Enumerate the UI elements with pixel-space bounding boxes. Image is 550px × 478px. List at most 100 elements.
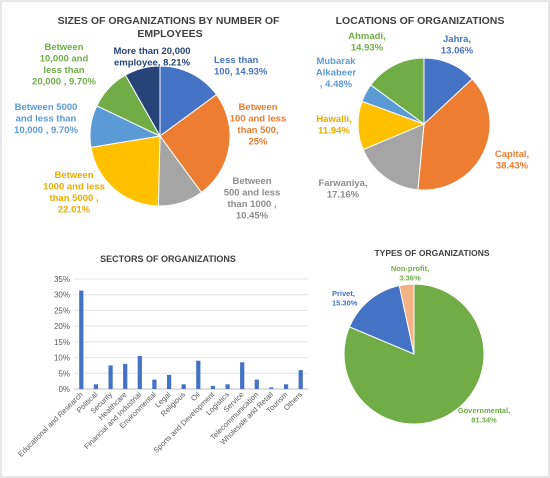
size-slice-label-line: 10,000 , 9.70% <box>14 125 78 136</box>
size-slice-label-line: Between 5000 <box>15 102 78 113</box>
location-slice-1 <box>417 78 491 191</box>
size-slice-0 <box>159 65 218 137</box>
location-slice-label-line: Farwaniya, <box>318 178 367 189</box>
sector-bar-10 <box>225 384 230 389</box>
size-slice-label-line: than 500, <box>237 125 278 136</box>
size-slice-label-line: Between <box>232 176 271 187</box>
location-slice-label-0: Jahra, 13.06% <box>441 34 474 57</box>
size-chart-title: SIZES OF ORGANIZATIONS BY NUMBER OF EMPL… <box>58 15 283 40</box>
size-slice-label-6: More than 20,000 employee, 8.21% <box>113 46 190 69</box>
size-slice-label-line: and less than <box>16 114 77 125</box>
size-slice-label-line: 100 and less <box>230 114 287 125</box>
size-slice-label-line: than 1000 , <box>227 199 276 210</box>
location-slice-label-line: Mubarak <box>316 56 356 67</box>
size-slice-label-line: Between <box>238 102 277 113</box>
location-slice-label-line: Alkabeer <box>316 68 356 79</box>
size-slice-6 <box>124 65 161 138</box>
size-slice-label-4: Between 5000 and less than 10,000 , 9.70% <box>14 102 78 136</box>
size-slice-label-line: 22.01% <box>58 205 91 216</box>
size-slice-label-line: 500 and less <box>224 188 281 199</box>
type-chart-title: TYPES OF ORGANIZATIONS <box>374 248 489 258</box>
location-chart-title-line: LOCATIONS OF ORGANIZATIONS <box>336 15 505 27</box>
sector-bar-6 <box>167 374 172 389</box>
sector-ytick-label: 35% <box>54 275 70 284</box>
size-slice-label-line: employee, 8.21% <box>114 58 191 69</box>
size-slice-label-line: 10,000 and <box>40 54 89 65</box>
type-slice-label-line: 3.36% <box>399 274 421 283</box>
sector-bar-5 <box>152 379 157 389</box>
sector-ytick-label: 15% <box>54 338 70 347</box>
size-slice-3 <box>90 135 161 207</box>
location-slice-5 <box>370 57 425 125</box>
type-slice-label-line: 15.30% <box>332 299 358 308</box>
sector-bar-0 <box>79 290 84 389</box>
type-slice-label-line: Governmental, <box>458 406 511 415</box>
sector-bar-8 <box>196 360 201 389</box>
type-pie-chart: TYPES OF ORGANIZATIONS Governmental, 81.3… <box>332 248 510 425</box>
sector-bar-13 <box>269 387 274 389</box>
size-slice-label-2: Between 500 and less than 1000 , 10.45% <box>224 176 281 222</box>
location-slice-label-line: Ahmadi, <box>348 31 385 42</box>
location-slice-label-line: 13.06% <box>441 46 474 57</box>
size-slice-label-5: Between 10,000 and less than 20,000 , 9.70% <box>32 42 96 88</box>
size-slice-label-line: than 5000 , <box>49 193 98 204</box>
sector-bar-1 <box>93 384 98 389</box>
size-slice-label-line: 25% <box>248 137 268 148</box>
size-slice-label-line: 100, 14.93% <box>214 67 268 78</box>
size-slice-label-line: Between <box>54 170 93 181</box>
type-slice-label-line: Non-profit, <box>391 264 429 273</box>
sector-chart-title-line: SECTORS OF ORGANIZATIONS <box>100 254 236 264</box>
location-slice-label-line: 38.43% <box>496 161 529 172</box>
location-slice-label-1: Capital, 38.43% <box>495 149 529 172</box>
type-chart-title-line: TYPES OF ORGANIZATIONS <box>374 248 489 258</box>
location-slice-label-line: , 4.48% <box>320 79 353 90</box>
type-slice-label-1: Privet, 15.30% <box>332 289 358 308</box>
location-slice-label-line: Hawalli, <box>316 114 351 125</box>
size-slice-label-line: Between <box>44 42 83 53</box>
size-slice-label-line: 20,000 , 9.70% <box>32 77 96 88</box>
location-slice-label-line: Jahra, <box>443 34 471 45</box>
location-slice-label-line: 17.16% <box>327 190 360 201</box>
location-chart-title: LOCATIONS OF ORGANIZATIONS <box>336 15 505 27</box>
size-slice-label-1: Between 100 and less than 500, 25% <box>230 102 287 148</box>
location-pie-chart: LOCATIONS OF ORGANIZATIONS Jahra, 13.06% C… <box>316 15 529 201</box>
sector-bar-11 <box>240 362 245 389</box>
location-slice-label-5: Ahmadi, 14.93% <box>348 31 385 54</box>
sector-ytick-label: 20% <box>54 322 70 331</box>
location-slice-label-4: Mubarak Alkabeer, 4.48% <box>316 56 356 90</box>
sector-bar-15 <box>298 370 303 389</box>
sector-ytick-label: 10% <box>54 354 70 363</box>
location-slice-label-line: 14.93% <box>351 43 384 54</box>
sector-bar-14 <box>284 384 289 389</box>
sector-bar-12 <box>254 379 259 389</box>
size-slice-1 <box>159 93 231 194</box>
sector-bar-4 <box>137 356 142 389</box>
sector-ytick-label: 5% <box>58 369 70 378</box>
size-pie-chart: SIZES OF ORGANIZATIONS BY NUMBER OF EMPL… <box>14 15 286 222</box>
location-slice-2 <box>362 123 425 191</box>
type-slice-label-0: Governmental, 81.34% <box>458 406 511 425</box>
size-slice-label-line: Less than <box>214 55 259 66</box>
type-slice-label-line: Privet, <box>332 289 355 298</box>
sector-bar-7 <box>181 384 186 389</box>
sector-chart-title: SECTORS OF ORGANIZATIONS <box>100 254 236 264</box>
type-slice-2 <box>398 283 415 355</box>
location-slice-label-line: 11.94% <box>318 126 350 137</box>
size-slice-label-line: less than <box>43 65 84 76</box>
sector-ytick-label: 30% <box>54 291 70 300</box>
location-slice-label-line: Capital, <box>495 149 529 160</box>
size-slice-label-3: Between 1000 and less than 5000 , 22.01% <box>43 170 105 216</box>
size-slice-label-line: 10.45% <box>236 211 269 222</box>
type-slice-label-line: 81.34% <box>471 416 497 425</box>
size-chart-title-line: EMPLOYEES <box>137 28 202 40</box>
sector-bar-9 <box>210 385 215 389</box>
size-chart-title-line: SIZES OF ORGANIZATIONS BY NUMBER OF <box>58 15 280 27</box>
sector-ytick-label: 25% <box>54 306 70 315</box>
size-slice-label-0: Less than 100, 14.93% <box>214 55 268 78</box>
sector-bar-2 <box>108 365 113 389</box>
type-slice-1 <box>348 284 415 355</box>
location-slice-label-3: Hawalli, 11.94% <box>316 114 351 137</box>
size-slice-label-line: 1000 and less <box>43 182 105 193</box>
sector-ytick-label: 0% <box>58 385 70 394</box>
